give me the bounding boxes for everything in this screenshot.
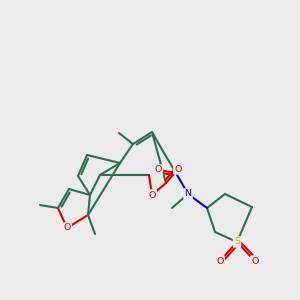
Text: O: O — [174, 164, 182, 173]
Text: O: O — [63, 224, 71, 232]
Text: O: O — [251, 256, 259, 266]
Text: S: S — [234, 238, 240, 247]
Text: O: O — [148, 190, 156, 200]
Text: N: N — [184, 190, 191, 199]
Text: O: O — [154, 166, 162, 175]
Text: O: O — [216, 256, 224, 266]
